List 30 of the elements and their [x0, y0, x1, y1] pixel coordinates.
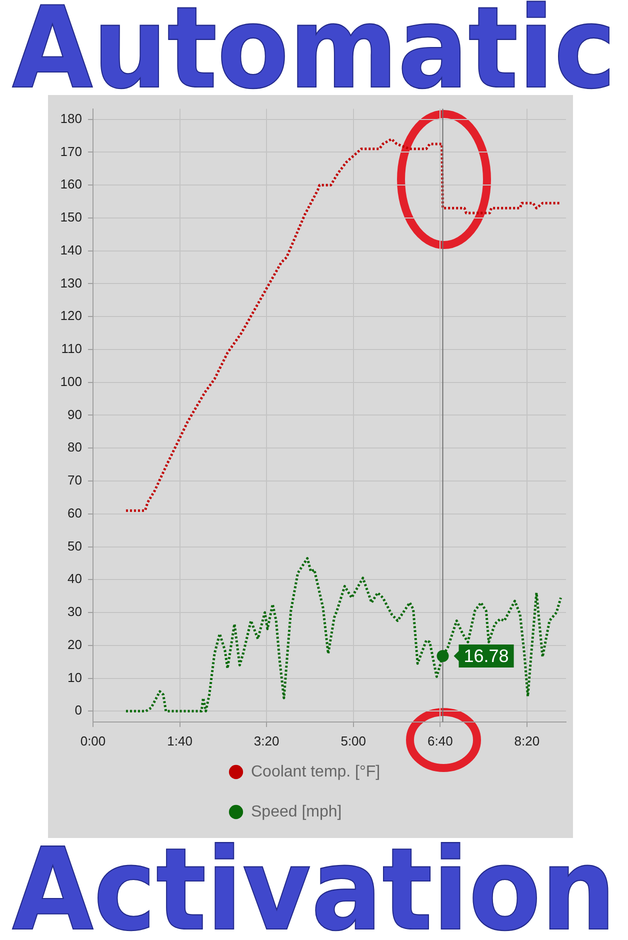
annotation: 16.78	[464, 646, 509, 666]
legend-label: Speed [mph]	[251, 803, 342, 820]
x-tick-label: 8:20	[514, 733, 540, 748]
y-tick-label: 120	[60, 308, 82, 324]
y-tick-label: 50	[68, 538, 82, 554]
y-tick-label: 90	[68, 406, 82, 422]
y-tick-label: 40	[68, 571, 82, 586]
y-tick-label: 0	[74, 702, 82, 718]
x-tick-label: 1:40	[167, 733, 192, 748]
y-tick-label: 10	[68, 670, 82, 685]
y-tick-label: 160	[60, 176, 82, 192]
line-series	[124, 138, 562, 512]
y-tick-label: 20	[68, 636, 82, 652]
line-series	[124, 557, 562, 712]
x-tick-label: 5:00	[340, 733, 366, 748]
x-tick-label: 3:20	[254, 733, 280, 748]
y-tick-label: 150	[60, 210, 82, 225]
y-tick-label: 170	[60, 144, 82, 159]
y-tick-label: 70	[68, 472, 82, 488]
x-tick-label: 0:00	[80, 733, 106, 748]
y-tick-label: 140	[60, 242, 82, 258]
y-tick-label: 30	[68, 604, 82, 620]
y-tick-label: 110	[61, 341, 82, 356]
legend-label: Coolant temp. [°F]	[251, 763, 380, 780]
x-tick-label: 6:40	[428, 733, 453, 748]
text: Activation	[12, 823, 616, 940]
y-tick-label: 80	[68, 440, 82, 455]
y-tick-label: 100	[60, 374, 82, 389]
y-tick-label: 130	[60, 275, 82, 290]
y-tick-label: 60	[68, 505, 82, 520]
